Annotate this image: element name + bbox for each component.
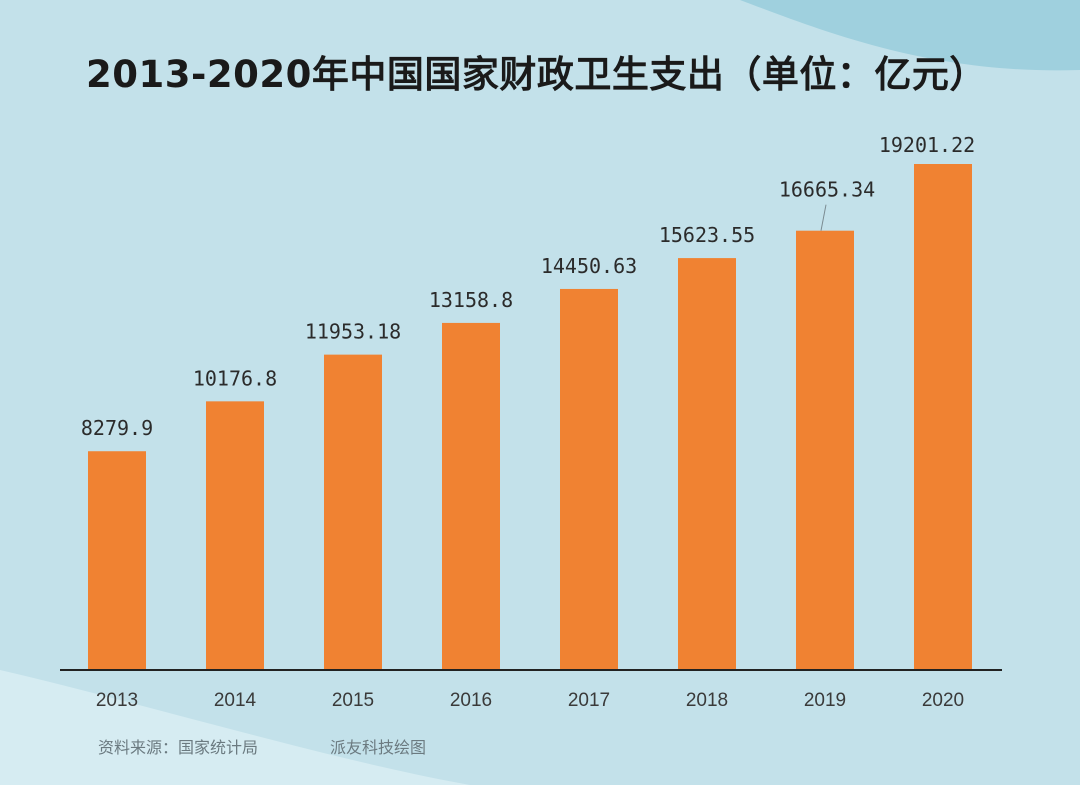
bar-2015 — [324, 354, 382, 669]
top-right-wave — [740, 0, 1080, 71]
bar-2019 — [796, 230, 854, 669]
value-label-2016: 13158.8 — [429, 288, 513, 312]
leader-line-2019 — [820, 204, 827, 231]
x-tick-2019: 2019 — [804, 690, 846, 711]
value-label-2019: 16665.34 — [779, 178, 875, 202]
value-label-group: 8279.9 10176.8 11953.18 13158.8 14450.63 1562… — [81, 133, 975, 440]
value-label-2013: 8279.9 — [81, 416, 153, 440]
x-tick-2016: 2016 — [450, 690, 492, 711]
x-tick-2014: 2014 — [214, 690, 257, 711]
value-label-2015: 11953.18 — [305, 320, 401, 344]
bar-2017 — [560, 288, 618, 669]
bar-group — [88, 164, 972, 669]
source-note: 资料来源：国家统计局 — [98, 738, 259, 757]
chart-title: 2013-2020年中国国家财政卫生支出（单位：亿元） — [86, 53, 987, 96]
x-tick-group: 2013 2014 2015 2016 2017 2018 2019 2020 — [96, 690, 964, 711]
bar-2013 — [88, 451, 146, 669]
value-label-2018: 15623.55 — [659, 223, 755, 247]
x-tick-2018: 2018 — [686, 690, 728, 711]
x-tick-2015: 2015 — [332, 690, 374, 711]
x-tick-2013: 2013 — [96, 690, 138, 711]
x-tick-2017: 2017 — [568, 690, 610, 711]
bar-2016 — [442, 322, 500, 669]
value-label-2017: 14450.63 — [541, 254, 637, 278]
bar-2014 — [206, 401, 264, 669]
bar-2020 — [914, 164, 972, 669]
bar-2018 — [678, 258, 736, 669]
value-label-2014: 10176.8 — [193, 366, 277, 390]
x-tick-2020: 2020 — [922, 690, 964, 711]
credit-note: 派友科技绘图 — [330, 738, 427, 757]
bottom-left-wave — [0, 670, 470, 785]
value-label-2020: 19201.22 — [879, 133, 975, 157]
